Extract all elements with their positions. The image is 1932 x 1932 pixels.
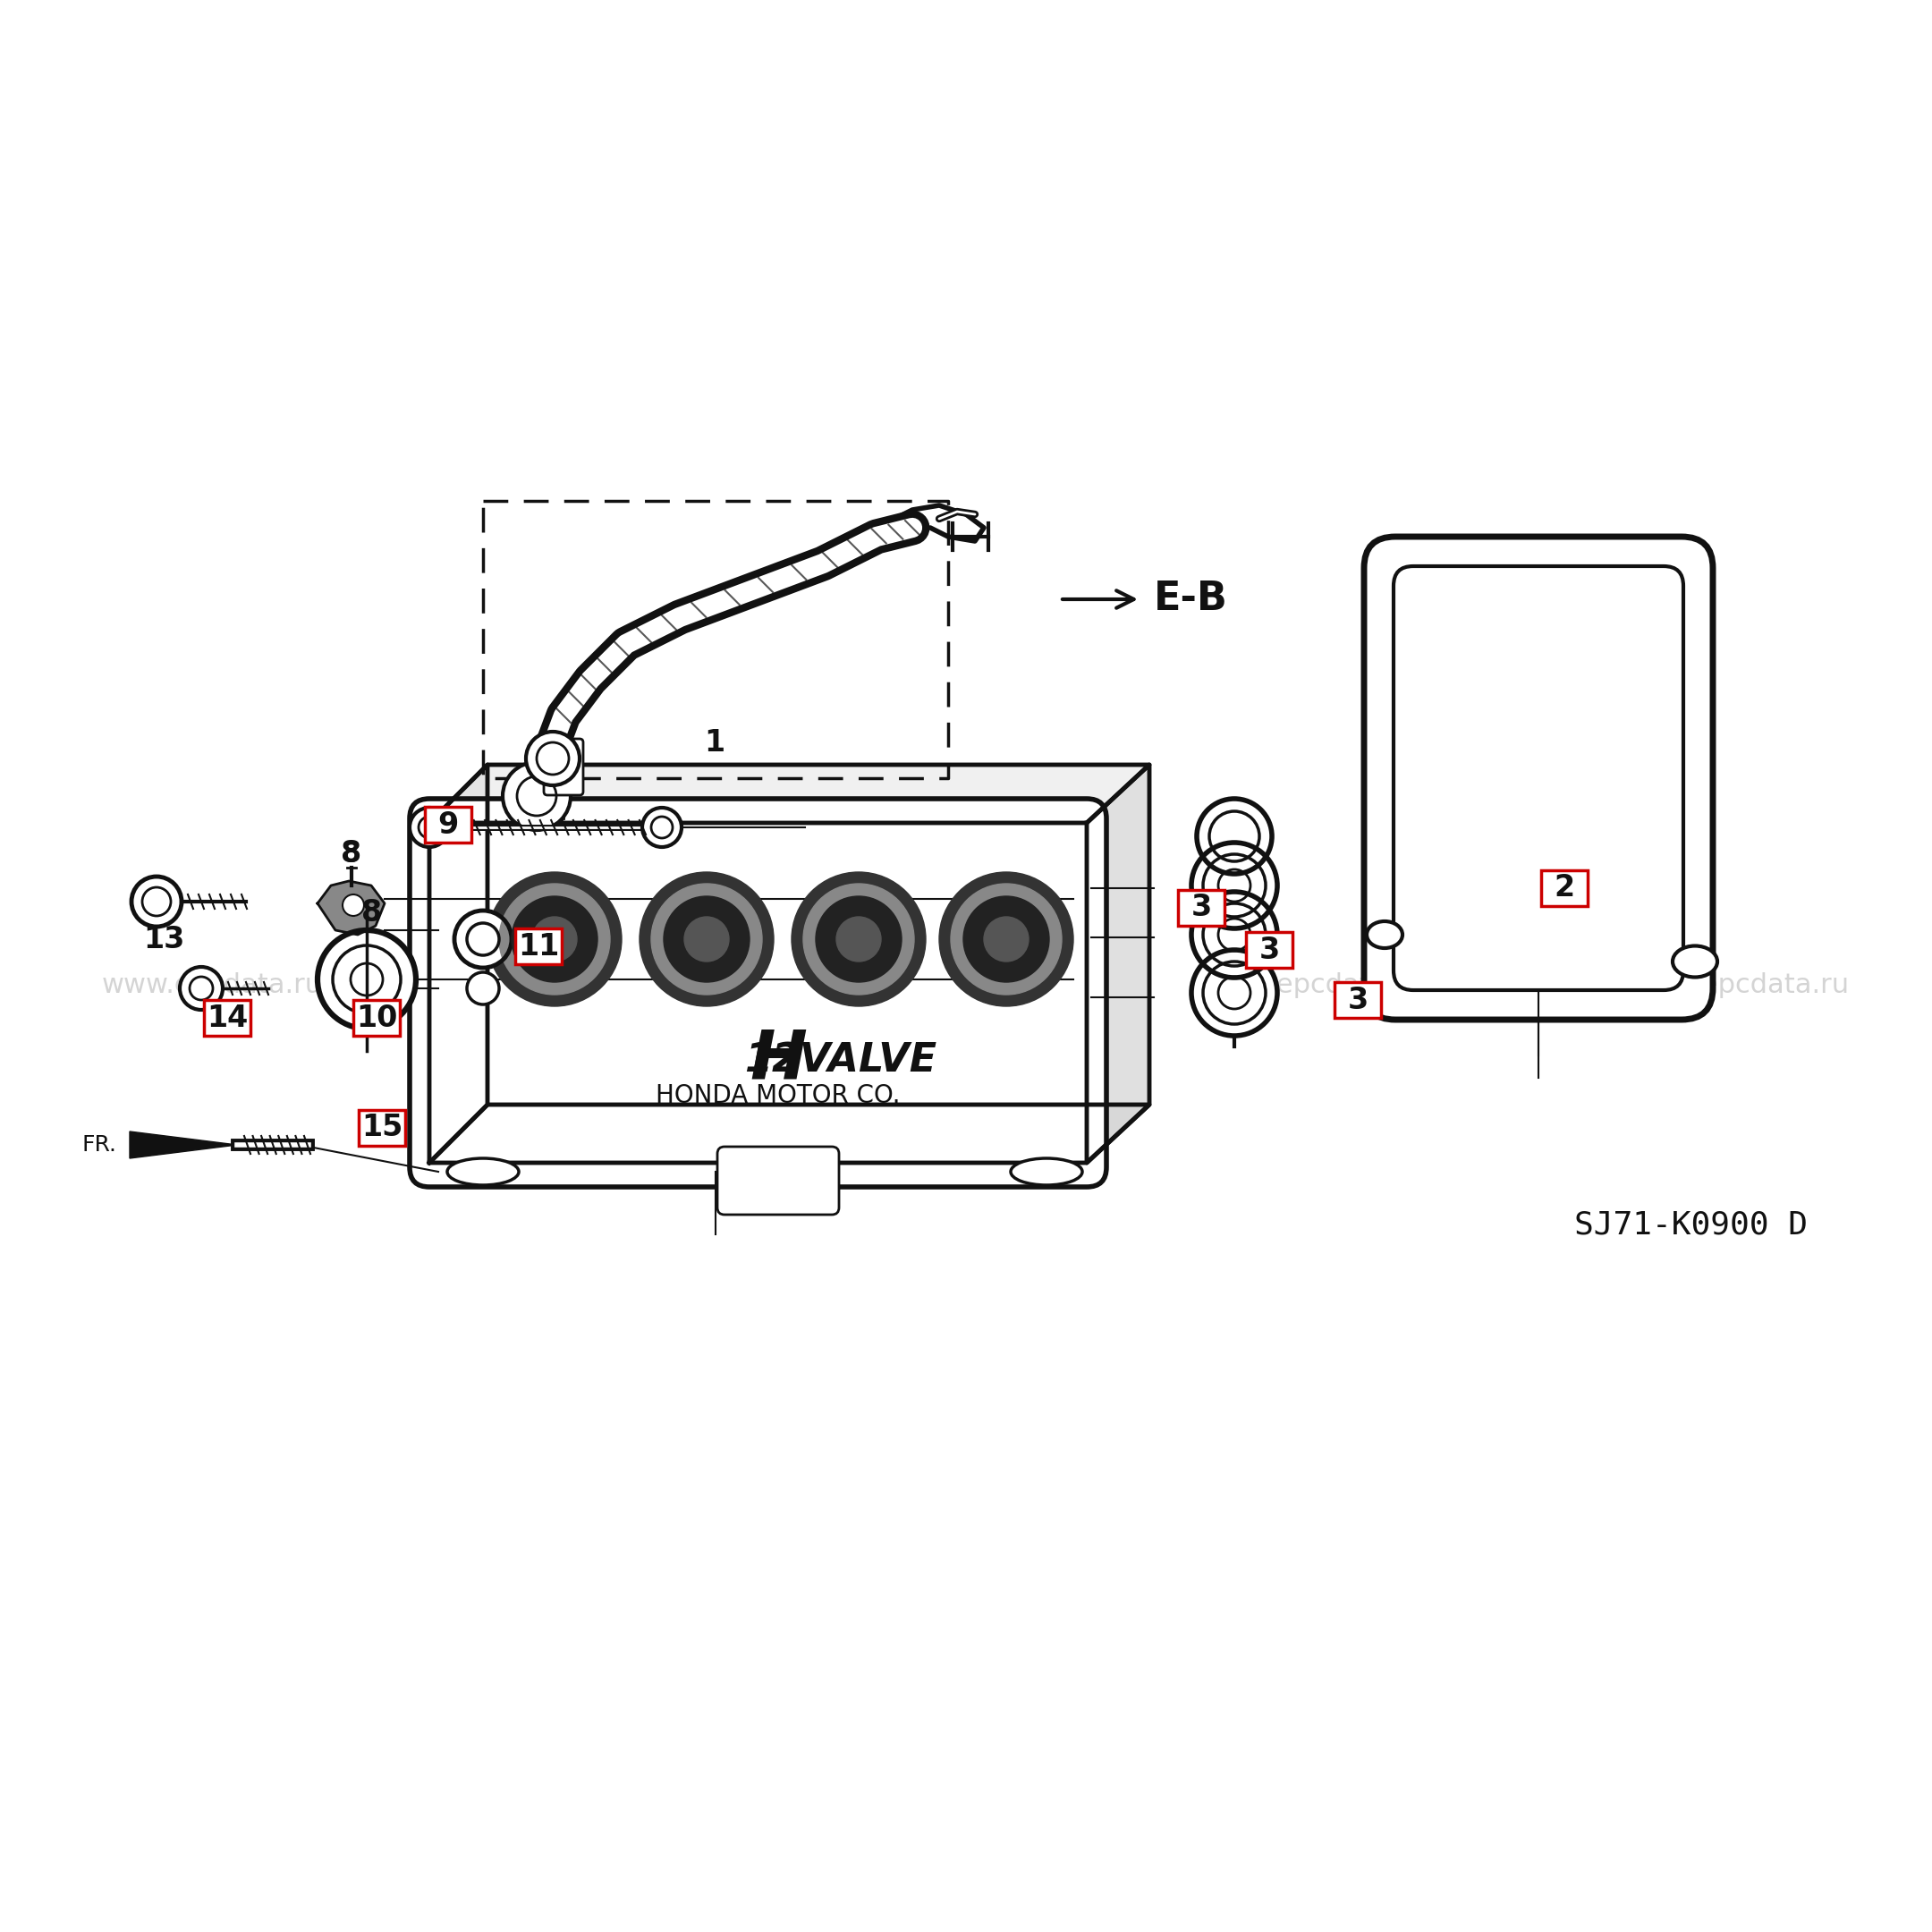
Circle shape — [531, 918, 578, 962]
Circle shape — [651, 883, 761, 995]
Bar — [205, 1001, 251, 1036]
Text: 14: 14 — [207, 1003, 247, 1032]
Circle shape — [684, 918, 728, 962]
Text: E-B: E-B — [1153, 580, 1229, 618]
Circle shape — [410, 808, 448, 846]
Circle shape — [512, 896, 597, 981]
Bar — [1179, 891, 1225, 925]
Text: 3: 3 — [1190, 893, 1211, 923]
Circle shape — [526, 732, 580, 784]
Circle shape — [964, 896, 1049, 981]
Text: SJ71-K0900 D: SJ71-K0900 D — [1575, 1209, 1806, 1240]
FancyBboxPatch shape — [1364, 537, 1714, 1020]
Text: 10: 10 — [355, 1003, 398, 1032]
Bar — [1335, 981, 1381, 1018]
Circle shape — [639, 871, 773, 1007]
Text: 11: 11 — [518, 931, 558, 960]
Circle shape — [317, 929, 415, 1028]
Polygon shape — [1086, 765, 1150, 1163]
Text: 13: 13 — [143, 925, 184, 954]
Circle shape — [665, 896, 750, 981]
Circle shape — [792, 871, 925, 1007]
Circle shape — [951, 883, 1063, 995]
Circle shape — [815, 896, 902, 981]
Circle shape — [1196, 798, 1271, 873]
Text: 15: 15 — [361, 1113, 402, 1142]
Polygon shape — [317, 881, 384, 935]
Circle shape — [837, 918, 881, 962]
Text: 3: 3 — [1260, 935, 1279, 964]
Circle shape — [502, 761, 570, 831]
Text: www.epcdata.ru: www.epcdata.ru — [1204, 972, 1424, 999]
Ellipse shape — [1010, 1159, 1082, 1184]
Ellipse shape — [1366, 922, 1403, 949]
Bar — [516, 929, 562, 964]
Polygon shape — [129, 1132, 238, 1159]
Text: 12VALVE: 12VALVE — [744, 1041, 937, 1080]
Ellipse shape — [1673, 947, 1718, 978]
Text: www.epcdata.ru: www.epcdata.ru — [663, 972, 883, 999]
Text: FR.: FR. — [81, 1134, 116, 1155]
Text: HONDA MOTOR CO.: HONDA MOTOR CO. — [655, 1084, 900, 1109]
Polygon shape — [429, 1105, 1150, 1163]
Text: 1: 1 — [705, 728, 724, 757]
Bar — [354, 1001, 400, 1036]
FancyBboxPatch shape — [543, 738, 583, 796]
Circle shape — [487, 871, 622, 1007]
Bar — [1542, 869, 1588, 906]
Circle shape — [454, 910, 512, 968]
FancyBboxPatch shape — [717, 1148, 838, 1215]
Text: www.epcdata.ru: www.epcdata.ru — [1629, 972, 1849, 999]
Circle shape — [1192, 893, 1277, 978]
Ellipse shape — [446, 1159, 520, 1184]
Polygon shape — [429, 765, 487, 1163]
Text: 8: 8 — [342, 840, 359, 867]
Circle shape — [641, 808, 682, 846]
Bar — [1246, 931, 1293, 968]
Circle shape — [342, 895, 363, 916]
Bar — [425, 808, 471, 842]
FancyBboxPatch shape — [1393, 566, 1683, 989]
Circle shape — [350, 964, 383, 995]
Text: 9: 9 — [439, 810, 458, 838]
Text: 8: 8 — [342, 838, 361, 867]
Circle shape — [939, 871, 1074, 1007]
Circle shape — [131, 877, 182, 927]
Text: 2: 2 — [1553, 873, 1575, 902]
Circle shape — [983, 918, 1028, 962]
Circle shape — [498, 883, 611, 995]
Circle shape — [1192, 842, 1277, 929]
Bar — [359, 1111, 406, 1146]
Circle shape — [180, 966, 222, 1010]
Circle shape — [1192, 951, 1277, 1036]
Text: www.epcdata.ru: www.epcdata.ru — [102, 972, 323, 999]
Polygon shape — [429, 765, 1150, 823]
Circle shape — [468, 972, 498, 1005]
Text: H: H — [750, 1026, 808, 1094]
Text: 8: 8 — [361, 898, 383, 927]
Circle shape — [804, 883, 914, 995]
FancyBboxPatch shape — [410, 798, 1107, 1186]
Text: 3: 3 — [1347, 985, 1368, 1014]
